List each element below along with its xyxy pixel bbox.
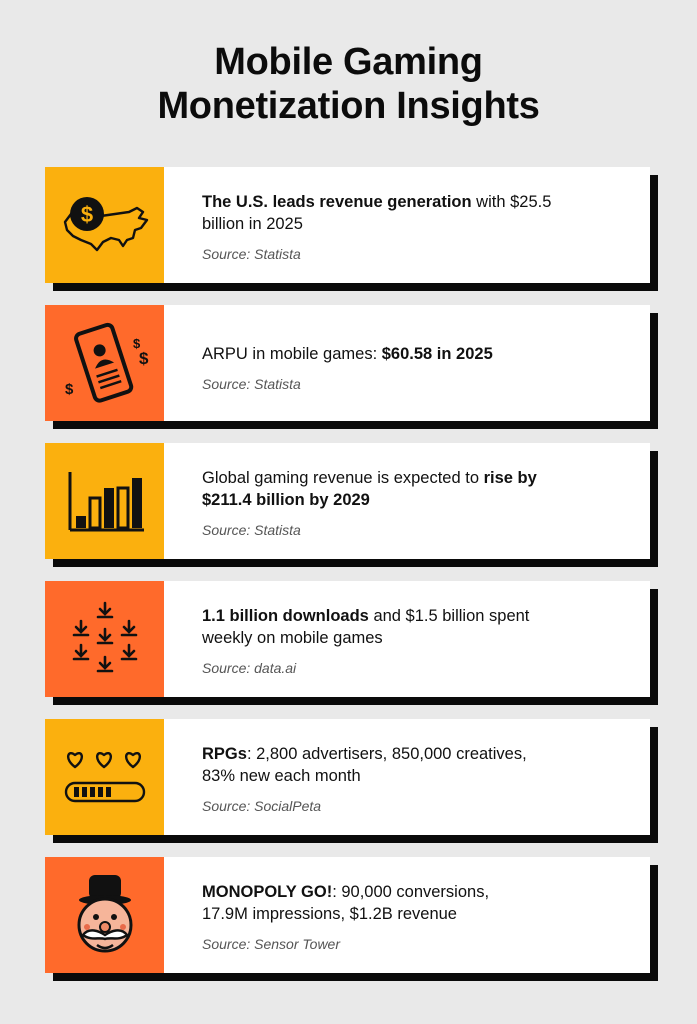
statement: and $1.5 billion spent [368,607,530,625]
card-line-2: billion in 2025 [202,213,630,235]
highlight: rise by [483,469,537,487]
card-panel: $ $ $ ARPU in mobile games: $60.58 in 20… [45,305,650,421]
card-line-2: $211.4 billion by 2029 [202,489,630,511]
source-label: Source: data.ai [202,660,297,676]
card-line-1: 1.1 billion downloads and $1.5 billion s… [202,605,630,627]
card-panel: MONOPOLY GO!: 90,000 conversions, 17.9M … [45,857,650,973]
card-text: RPGs: 2,800 advertisers, 850,000 creativ… [164,719,650,835]
statement: billion in 2025 [202,215,303,233]
svg-text:$: $ [139,349,149,368]
icon-box: $ $ $ [45,305,164,421]
title-line-1: Mobile Gaming [214,41,483,83]
card-line-1: The U.S. leads revenue generation with $… [202,191,630,213]
insight-card-downloads: 1.1 billion downloads and $1.5 billion s… [45,581,658,705]
card-panel: $ The U.S. leads revenue generation with… [45,167,650,283]
highlight: $211.4 billion by 2029 [202,491,370,509]
phone-dollar-icon: $ $ $ [65,322,149,403]
svg-text:$: $ [65,381,74,398]
card-panel: Global gaming revenue is expected to ris… [45,443,650,559]
bar-chart-icon [68,472,144,532]
statement: Global gaming revenue is expected to [202,469,484,487]
icon-box [45,443,164,559]
statement: 17.9M impressions, $1.2B revenue [202,905,457,923]
source-label: Source: Statista [202,522,301,538]
icon-box [45,719,164,835]
insight-card-rpgs: RPGs: 2,800 advertisers, 850,000 creativ… [45,719,658,843]
hearts-health-bar-icon [64,752,145,803]
card-text: ARPU in mobile games: $60.58 in 2025 Sou… [164,305,650,421]
card-line-1: RPGs: 2,800 advertisers, 850,000 creativ… [202,743,630,765]
svg-text:$: $ [80,202,92,227]
card-line-2: 83% new each month [202,765,630,787]
card-line-1: ARPU in mobile games: $60.58 in 2025 [202,343,630,365]
icon-box [45,581,164,697]
statement: : 90,000 conversions, [332,883,490,901]
monopoly-man-icon [77,875,132,953]
source-label: Source: Statista [202,376,301,392]
card-text: Global gaming revenue is expected to ris… [164,443,650,559]
card-text: MONOPOLY GO!: 90,000 conversions, 17.9M … [164,857,650,973]
insight-card-arpu: $ $ $ ARPU in mobile games: $60.58 in 20… [45,305,658,429]
insight-card-global-revenue: Global gaming revenue is expected to ris… [45,443,658,567]
icon-box [45,857,164,973]
card-line-1: MONOPOLY GO!: 90,000 conversions, [202,881,630,903]
statement: weekly on mobile games [202,629,383,647]
insight-card-monopoly-go: MONOPOLY GO!: 90,000 conversions, 17.9M … [45,857,658,981]
us-map-dollar-icon: $ [63,197,148,252]
card-panel: 1.1 billion downloads and $1.5 billion s… [45,581,650,697]
highlight: $60.58 in 2025 [381,345,493,363]
source-label: Source: Statista [202,246,301,262]
highlight: RPGs [202,745,247,763]
highlight: The U.S. leads revenue generation [202,193,472,211]
title-line-2: Monetization Insights [157,85,540,127]
highlight: MONOPOLY GO! [202,883,333,901]
download-arrows-icon [72,601,137,673]
card-line-2: weekly on mobile games [202,627,630,649]
card-line-2: 17.9M impressions, $1.2B revenue [202,903,630,925]
statement: with $25.5 [471,193,552,211]
card-panel: RPGs: 2,800 advertisers, 850,000 creativ… [45,719,650,835]
source-label: Source: SocialPeta [202,798,322,814]
svg-text:$: $ [133,336,141,351]
highlight: 1.1 billion downloads [202,607,369,625]
card-text: 1.1 billion downloads and $1.5 billion s… [164,581,650,697]
statement: 83% new each month [202,767,361,785]
icon-box: $ [45,167,164,283]
page-title: Mobile Gaming Monetization Insights [0,40,697,128]
card-text: The U.S. leads revenue generation with $… [164,167,650,283]
source-label: Source: Sensor Tower [202,936,340,952]
insight-card-us-revenue: $ The U.S. leads revenue generation with… [45,167,658,291]
statement: : 2,800 advertisers, 850,000 creatives, [246,745,527,763]
card-line-1: Global gaming revenue is expected to ris… [202,467,630,489]
statement: ARPU in mobile games: [202,345,382,363]
